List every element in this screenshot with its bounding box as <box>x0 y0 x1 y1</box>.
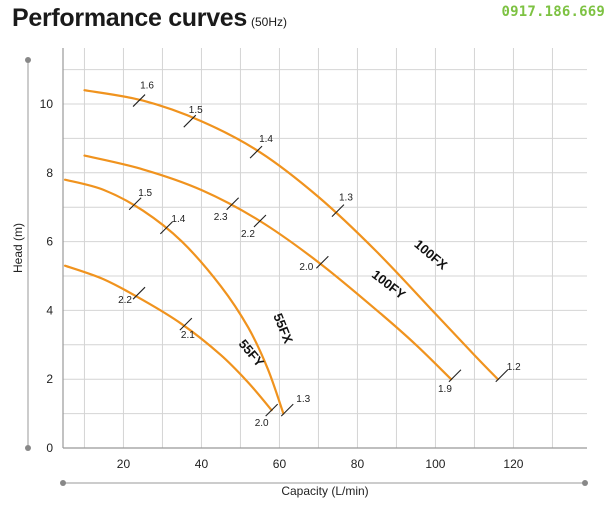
x-tick-label: 100 <box>425 457 445 471</box>
title-text: Performance curves <box>12 4 248 32</box>
efficiency-label: 1.4 <box>171 214 185 225</box>
phone-number: 0917.186.669 <box>501 4 605 20</box>
efficiency-tick-mark <box>331 204 345 218</box>
efficiency-tick-mark <box>265 403 279 417</box>
y-tick-label: 10 <box>40 97 54 111</box>
x-axis-end-dot <box>582 480 588 486</box>
efficiency-label: 2.2 <box>118 295 132 306</box>
y-tick-label: 6 <box>46 235 53 249</box>
efficiency-tick-mark <box>495 369 509 383</box>
efficiency-label: 1.9 <box>438 384 452 395</box>
efficiency-tick-mark <box>132 94 146 107</box>
series-line-55fx <box>63 178 285 415</box>
y-tick-label: 0 <box>46 441 53 455</box>
y-axis-end-dot <box>25 445 31 451</box>
efficiency-tick-mark <box>280 403 294 417</box>
efficiency-label: 1.5 <box>189 105 203 116</box>
efficiency-tick-mark <box>128 197 142 211</box>
efficiency-label: 1.4 <box>259 134 273 145</box>
y-tick-label: 4 <box>46 303 53 317</box>
x-axis-label: Capacity (L/min) <box>281 484 368 498</box>
x-tick-label: 120 <box>503 457 523 471</box>
y-axis-label: Head (m) <box>11 223 25 273</box>
efficiency-tick-mark <box>226 197 240 211</box>
y-tick-label: 8 <box>46 166 53 180</box>
efficiency-label: 1.6 <box>140 81 154 92</box>
efficiency-tick-mark <box>132 286 146 300</box>
efficiency-label: 2.2 <box>241 229 255 240</box>
y-tick-label: 2 <box>46 372 53 386</box>
x-tick-label: 80 <box>351 457 365 471</box>
efficiency-label: 2.1 <box>181 330 195 341</box>
efficiency-label: 1.3 <box>339 193 353 204</box>
series-line-55fy <box>63 264 273 412</box>
series-line-100fy <box>83 154 453 381</box>
efficiency-label: 1.2 <box>507 362 521 373</box>
series-line-100fx <box>83 89 499 381</box>
efficiency-label: 1.3 <box>296 394 310 405</box>
series-label-100fy: 100FY <box>369 267 409 303</box>
x-tick-label: 60 <box>273 457 287 471</box>
efficiency-label: 1.5 <box>138 188 152 199</box>
efficiency-tick-mark <box>183 114 197 128</box>
efficiency-tick-mark <box>253 214 267 228</box>
efficiency-label: 2.0 <box>255 418 269 429</box>
page-title: Performance curves (50Hz) <box>12 4 287 33</box>
x-tick-label: 20 <box>117 457 131 471</box>
efficiency-tick-mark <box>315 255 329 269</box>
efficiency-tick-mark <box>249 145 263 159</box>
efficiency-tick-mark <box>448 369 462 383</box>
efficiency-label: 2.0 <box>299 262 313 273</box>
efficiency-tick-mark <box>179 317 193 331</box>
efficiency-tick-mark <box>159 221 173 235</box>
subtitle-text: (50Hz) <box>251 15 288 29</box>
series-label-55fx: 55FX <box>270 311 296 346</box>
y-axis-end-dot <box>25 57 31 63</box>
efficiency-label: 2.3 <box>214 212 228 223</box>
x-tick-label: 40 <box>195 457 209 471</box>
x-axis-end-dot <box>60 480 66 486</box>
